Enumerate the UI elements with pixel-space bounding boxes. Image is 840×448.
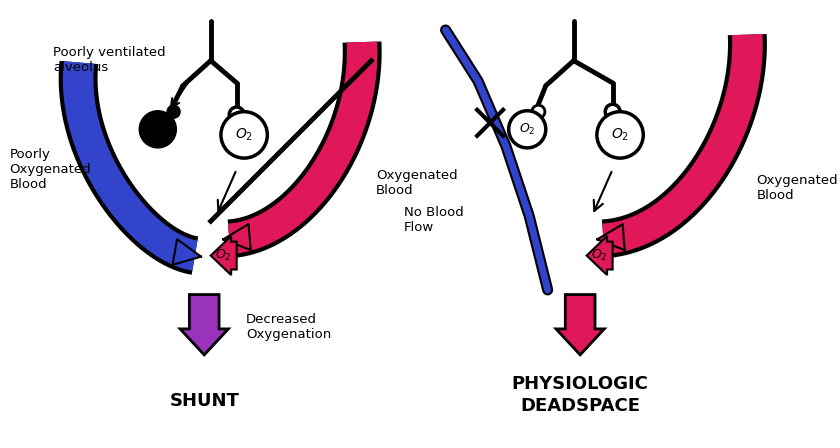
Circle shape [532,105,545,118]
Text: Decreased
Oxygenation: Decreased Oxygenation [246,313,331,341]
Text: No Blood
Flow: No Blood Flow [404,206,464,234]
Circle shape [509,111,546,148]
Polygon shape [597,224,625,250]
Circle shape [605,104,620,119]
Circle shape [597,112,643,158]
Text: Oxygenated
Blood: Oxygenated Blood [757,174,838,202]
FancyArrow shape [556,294,604,355]
Text: $O_2$: $O_2$ [591,248,608,263]
Text: $O_2$: $O_2$ [519,122,535,137]
Circle shape [167,105,180,118]
Polygon shape [223,224,251,250]
Circle shape [229,107,244,122]
Text: $O_2$: $O_2$ [611,127,629,143]
FancyArrow shape [180,294,228,355]
Text: PHYSIOLOGIC
DEADSPACE: PHYSIOLOGIC DEADSPACE [512,375,648,415]
Polygon shape [172,239,201,265]
Text: $O_2$: $O_2$ [235,127,253,143]
Text: SHUNT: SHUNT [170,392,239,410]
Circle shape [139,111,176,148]
Text: Poorly
Oxygenated
Blood: Poorly Oxygenated Blood [9,148,91,191]
Circle shape [221,112,267,158]
Text: Oxygenated
Blood: Oxygenated Blood [376,169,458,197]
Text: Poorly ventilated
alveolus: Poorly ventilated alveolus [53,46,165,74]
Text: $O_2$: $O_2$ [216,248,232,263]
FancyArrow shape [211,236,237,275]
FancyArrow shape [586,236,612,275]
